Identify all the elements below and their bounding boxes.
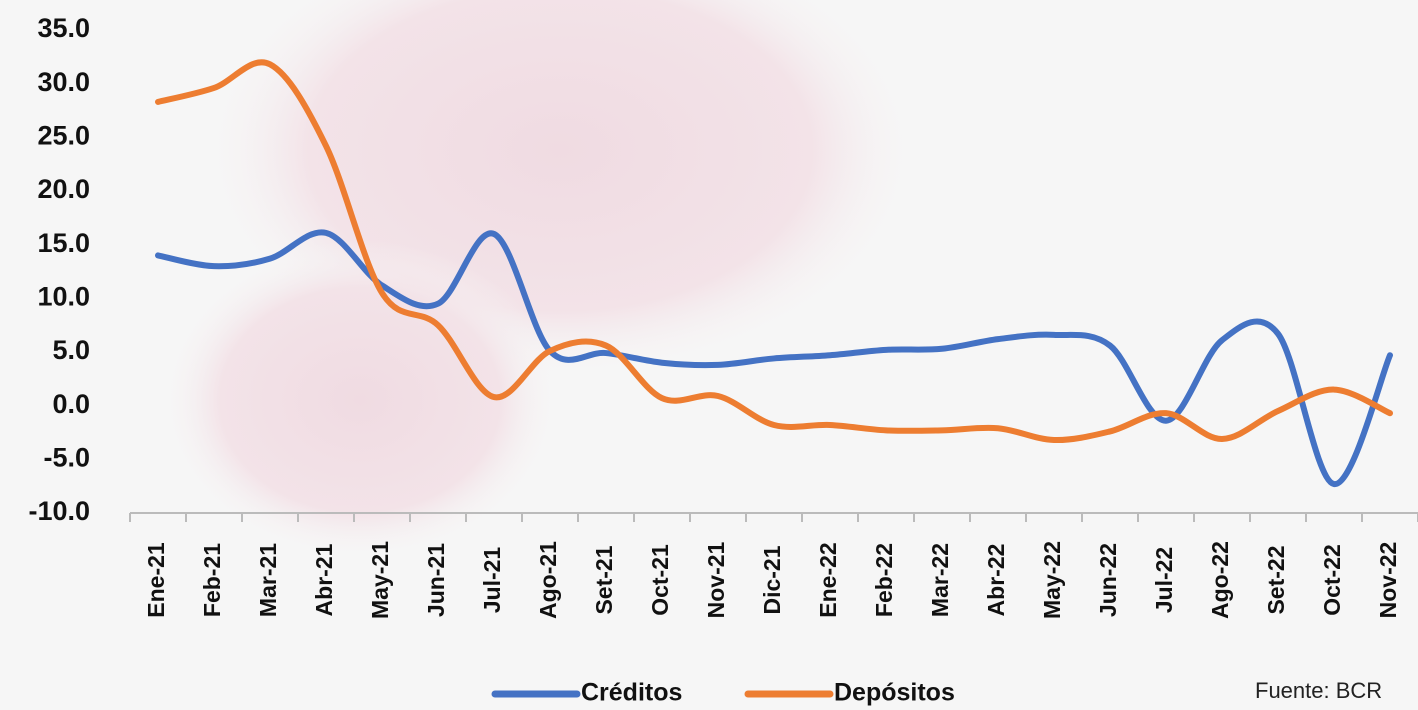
x-tick-label: Feb-22	[871, 543, 897, 617]
y-tick-label: 30.0	[37, 67, 90, 97]
x-tick-label: Ago-22	[1207, 541, 1233, 619]
chart: Fuente: BCR -10.0 -5.0 0.0 5.0 10.0 15.0 20.0 2…	[0, 0, 1418, 710]
x-tick-label: May-21	[367, 541, 393, 619]
y-tick-label: 15.0	[37, 228, 90, 258]
y-tick-label: 35.0	[37, 13, 90, 43]
x-tick-label: Jul-21	[479, 547, 505, 614]
x-tick-label: Dic-21	[759, 545, 785, 614]
x-tick-label: Ene-21	[143, 542, 169, 618]
x-tick-label: Abr-22	[983, 544, 1009, 617]
x-tick-label: Ago-21	[535, 541, 561, 619]
x-tick-label: Abr-21	[311, 543, 337, 616]
x-tick-label: Set-21	[591, 545, 617, 614]
y-tick-label: -10.0	[28, 496, 90, 526]
x-tick-label: May-22	[1039, 541, 1065, 619]
source-note: Fuente: BCR	[1255, 678, 1382, 703]
x-tick-label: Nov-21	[703, 541, 729, 618]
page: {"chart_data": {"type": "line", "categor…	[0, 0, 1418, 710]
x-tick-label: Set-22	[1263, 545, 1289, 614]
y-tick-label: 0.0	[52, 389, 90, 419]
x-tick-label: Oct-22	[1319, 544, 1345, 616]
y-tick-label: 25.0	[37, 120, 90, 150]
x-tick-label: Mar-22	[927, 543, 953, 617]
x-tick-label: Jul-22	[1151, 547, 1177, 613]
legend-label: Créditos	[581, 679, 682, 707]
y-tick-label: -5.0	[43, 442, 90, 472]
x-tick-label: Jun-21	[423, 543, 449, 617]
x-tick-label: Ene-22	[815, 542, 841, 617]
x-tick-label: Mar-21	[255, 543, 281, 617]
y-tick-label: 20.0	[37, 174, 90, 204]
x-tick-label: Feb-21	[199, 543, 225, 617]
y-tick-label: 5.0	[52, 335, 90, 365]
x-tick-label: Jun-22	[1095, 543, 1121, 617]
x-tick-label: Nov-22	[1375, 542, 1401, 619]
y-tick-label: 10.0	[37, 281, 90, 311]
legend-label: Depósitos	[834, 679, 955, 707]
x-tick-label: Oct-21	[647, 544, 673, 616]
